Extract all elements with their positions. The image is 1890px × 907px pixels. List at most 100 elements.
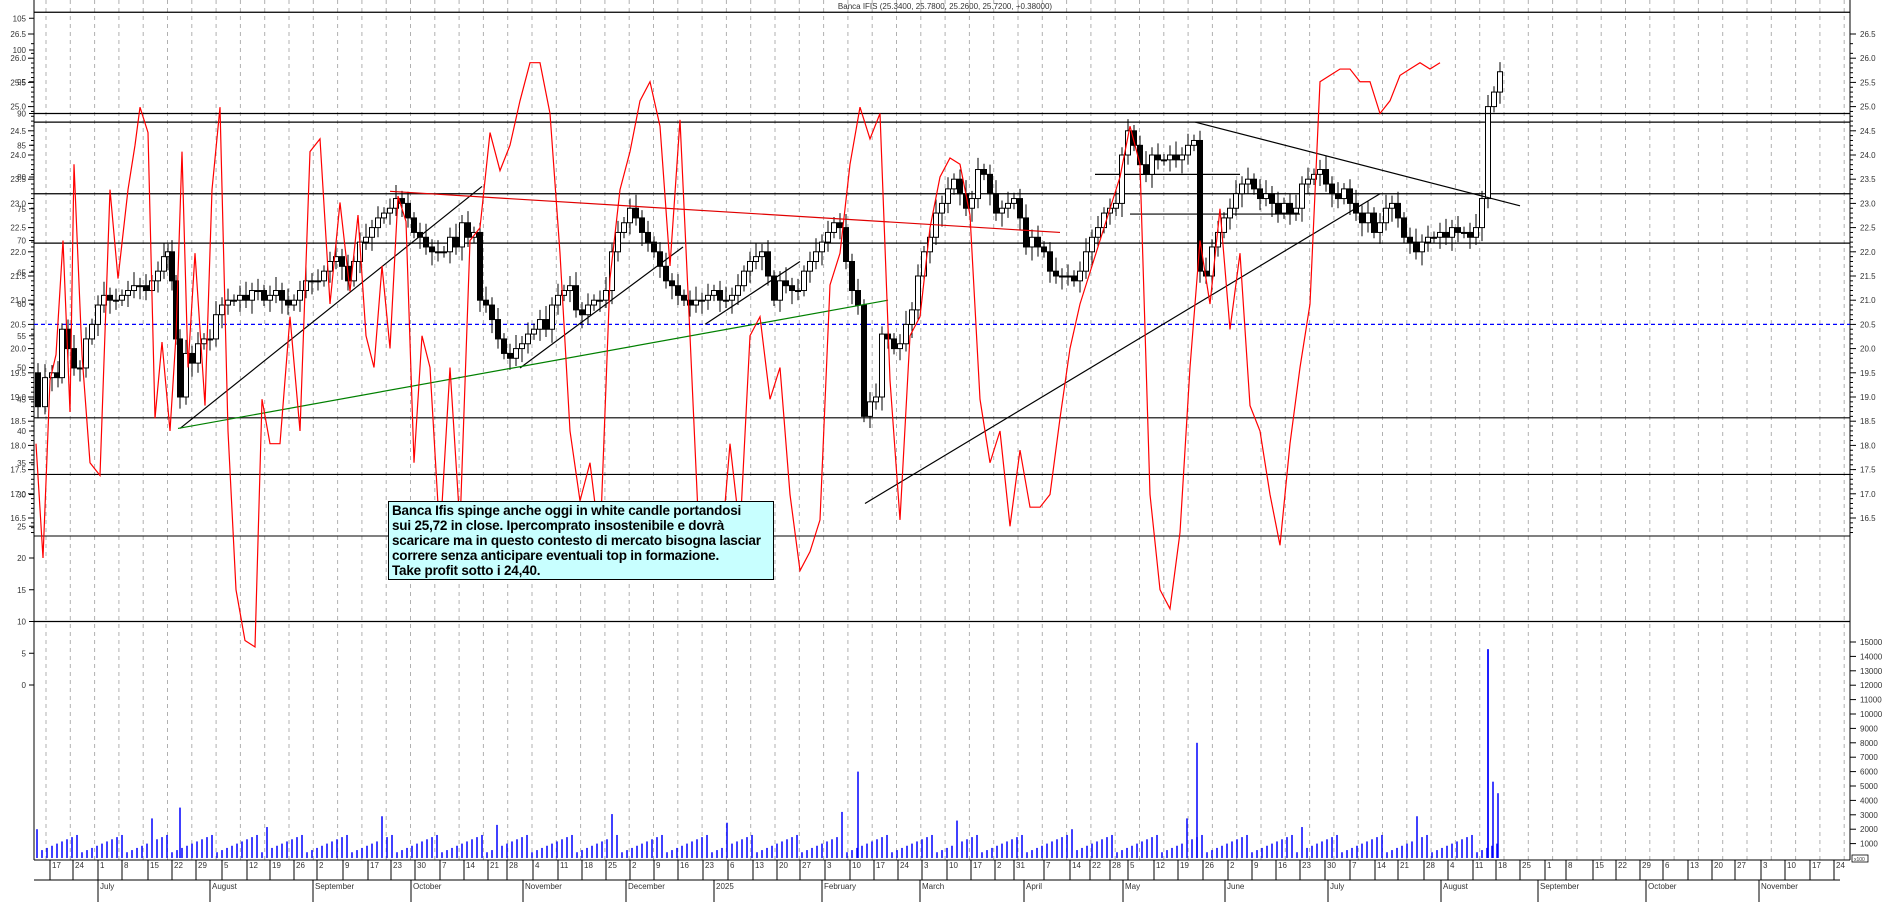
candle-down bbox=[1251, 178, 1257, 190]
month-label: March bbox=[922, 882, 944, 891]
candle-down bbox=[843, 227, 849, 262]
candle-up bbox=[1005, 202, 1011, 209]
candle-up bbox=[747, 260, 753, 272]
candle-up bbox=[879, 333, 885, 398]
date-tick-label: 30 bbox=[1327, 861, 1336, 870]
candle-down bbox=[169, 251, 175, 282]
candle-down bbox=[1323, 169, 1329, 185]
candle-up bbox=[1185, 144, 1191, 156]
candle-up bbox=[1179, 154, 1185, 161]
price-tick-label: 20.5 bbox=[10, 320, 26, 329]
candle-up bbox=[537, 319, 543, 330]
price-tick-label: 26.0 bbox=[10, 54, 26, 63]
date-tick-label: 21 bbox=[1400, 861, 1409, 870]
date-tick-label: 2 bbox=[1230, 861, 1235, 870]
candle-up bbox=[549, 304, 555, 330]
candle-down bbox=[657, 251, 663, 267]
candle-up bbox=[759, 251, 765, 258]
candle-up bbox=[297, 290, 303, 301]
price-tick-label: 26.0 bbox=[1860, 54, 1876, 63]
analysis-note: Banca Ifis spinge anche oggi in white ca… bbox=[388, 501, 774, 580]
date-tick-label: 23 bbox=[705, 861, 714, 870]
price-tick-label: 19.0 bbox=[1860, 393, 1876, 402]
candle-up bbox=[1125, 130, 1131, 156]
candle-up bbox=[723, 299, 729, 302]
candle-up bbox=[1479, 198, 1485, 229]
candle-down bbox=[405, 202, 411, 219]
month-label: August bbox=[1443, 882, 1469, 891]
oscillator-tick-label: 85 bbox=[17, 141, 26, 150]
date-tick-label: 8 bbox=[1568, 861, 1573, 870]
candle-up bbox=[603, 290, 609, 301]
candle-down bbox=[143, 285, 149, 292]
date-tick-label: 27 bbox=[802, 861, 811, 870]
candle-up bbox=[1059, 275, 1065, 278]
oscillator-tick-label: 60 bbox=[17, 300, 26, 309]
oscillator-tick-label: 45 bbox=[17, 395, 26, 404]
price-tick-label: 18.0 bbox=[1860, 441, 1876, 450]
month-label: December bbox=[628, 882, 665, 891]
price-tick-label: 24.5 bbox=[1860, 127, 1876, 136]
candle-down bbox=[1443, 231, 1449, 238]
date-tick-label: 3 bbox=[924, 861, 929, 870]
candle-up bbox=[77, 367, 83, 370]
date-tick-label: 2 bbox=[319, 861, 324, 870]
candle-up bbox=[627, 207, 633, 224]
candle-up bbox=[333, 256, 339, 262]
candle-up bbox=[237, 294, 243, 301]
candle-up bbox=[609, 251, 615, 292]
candle-up bbox=[795, 290, 801, 293]
candle-up bbox=[1497, 71, 1503, 93]
date-tick-label: 1 bbox=[100, 861, 105, 870]
candle-up bbox=[999, 207, 1005, 214]
candle-up bbox=[1281, 202, 1287, 214]
candle-up bbox=[951, 178, 957, 190]
oscillator-tick-label: 105 bbox=[13, 14, 27, 23]
candle-down bbox=[981, 169, 987, 175]
chart-title: Banca IFIS (25.3400, 25.7800, 25.2600, 2… bbox=[837, 2, 1053, 11]
month-label: September bbox=[315, 882, 354, 891]
candle-up bbox=[1293, 207, 1299, 214]
candle-down bbox=[1155, 154, 1161, 161]
candle-down bbox=[993, 193, 999, 214]
candle-up bbox=[1113, 202, 1119, 209]
candle-up bbox=[273, 290, 279, 296]
candle-down bbox=[1455, 227, 1461, 233]
candle-up bbox=[1449, 227, 1455, 238]
volume-tick-label: 3000 bbox=[1860, 811, 1878, 820]
price-tick-label: 18.0 bbox=[10, 441, 26, 450]
date-tick-label: 9 bbox=[1254, 861, 1259, 870]
candle-up bbox=[801, 270, 807, 292]
note-line: Banca Ifis spinge anche oggi in white ca… bbox=[392, 503, 742, 518]
candle-up bbox=[447, 236, 453, 253]
candle-down bbox=[501, 338, 507, 354]
oscillator-tick-label: 15 bbox=[17, 586, 26, 595]
price-tick-label: 19.5 bbox=[10, 369, 26, 378]
price-tick-label: 20.0 bbox=[1860, 345, 1876, 354]
date-tick-label: 11 bbox=[1475, 861, 1484, 870]
note-line: correre senza anticipare eventuali top i… bbox=[392, 548, 719, 563]
candle-down bbox=[663, 265, 669, 282]
candle-up bbox=[525, 333, 531, 345]
candle-up bbox=[213, 314, 219, 340]
month-label: June bbox=[1227, 882, 1245, 891]
price-tick-label: 21.0 bbox=[10, 296, 26, 305]
candle-down bbox=[465, 222, 471, 238]
date-tick-label: 22 bbox=[1618, 861, 1627, 870]
candle-up bbox=[207, 338, 213, 341]
candle-up bbox=[825, 231, 831, 243]
candle-up bbox=[393, 198, 399, 209]
candle-up bbox=[819, 241, 825, 253]
candle-down bbox=[1371, 212, 1377, 233]
candle-up bbox=[813, 251, 819, 262]
candle-down bbox=[177, 338, 183, 398]
price-tick-label: 22.0 bbox=[1860, 248, 1876, 257]
date-tick-label: 4 bbox=[1450, 861, 1455, 870]
oscillator-tick-label: 65 bbox=[17, 268, 26, 277]
candle-up bbox=[753, 256, 759, 262]
candle-down bbox=[987, 173, 993, 195]
price-tick-label: 21.0 bbox=[1860, 296, 1876, 305]
candle-up bbox=[777, 280, 783, 301]
date-tick-label: 15 bbox=[1595, 861, 1604, 870]
